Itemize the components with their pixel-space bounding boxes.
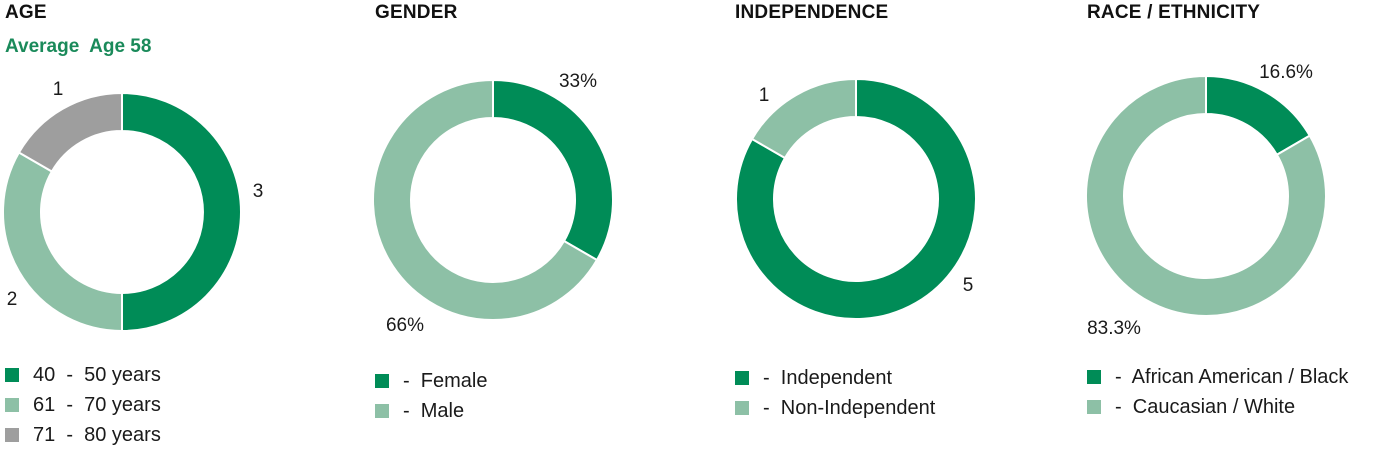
segment-value-label: 33% <box>559 71 597 92</box>
independence-donut-chart: 51 <box>735 77 977 320</box>
segment-value-label: 16.6% <box>1259 62 1313 83</box>
legend-item: 71 - 80 years <box>5 420 161 450</box>
donut-segment-1 <box>492 78 614 262</box>
legend-label: - Male <box>403 399 465 422</box>
donut-segment-2 <box>2 151 123 333</box>
gender-legend: - Female - Male <box>375 366 487 426</box>
legend-item: - Caucasian / White <box>1087 392 1348 422</box>
race-ethnicity-legend: - African American / Black - Caucasian / … <box>1087 362 1348 422</box>
legend-item: - Female <box>375 366 487 396</box>
segment-value-label: 66% <box>386 315 424 336</box>
donut-segment-2 <box>1085 74 1327 317</box>
legend-label: 71 - 80 years <box>33 423 161 446</box>
legend-swatch <box>375 374 389 388</box>
legend-item: 40 - 50 years <box>5 360 161 390</box>
legend-label: 40 - 50 years <box>33 363 161 386</box>
legend-label: - Non-Independent <box>763 396 936 419</box>
legend-swatch <box>5 398 19 412</box>
donut-segment-2 <box>750 77 857 160</box>
age-average-subtitle: Average Age 58 <box>5 36 152 57</box>
segment-value-label: 1 <box>53 79 64 100</box>
age-legend: 40 - 50 years 61 - 70 years 71 - 80 years <box>5 360 161 450</box>
legend-label: - African American / Black <box>1115 365 1349 388</box>
segment-value-label: 3 <box>253 181 264 202</box>
legend-item: - Non-Independent <box>735 393 935 423</box>
legend-swatch <box>735 401 749 415</box>
legend-swatch <box>5 428 19 442</box>
age-donut-chart: 3 2 1 <box>2 79 263 333</box>
donut-segment-3 <box>17 91 123 173</box>
legend-item: - Male <box>375 396 487 426</box>
legend-item: - African American / Black <box>1087 362 1348 392</box>
race-ethnicity-title: RACE / ETHNICITY <box>1087 2 1261 23</box>
legend-swatch <box>1087 370 1101 384</box>
segment-value-label: 83.3% <box>1087 318 1141 339</box>
legend-swatch <box>1087 400 1101 414</box>
legend-label: - Female <box>403 369 488 392</box>
donut-segment-1 <box>1205 74 1312 157</box>
legend-label: 61 - 70 years <box>33 393 161 416</box>
gender-donut-chart: 33% 66% <box>372 71 614 336</box>
donut-segment-2 <box>372 78 599 321</box>
donut-segment-1 <box>735 77 977 320</box>
legend-swatch <box>735 371 749 385</box>
age-title: AGE <box>5 2 47 23</box>
legend-swatch <box>5 368 19 382</box>
legend-item: 61 - 70 years <box>5 390 161 420</box>
segment-value-label: 1 <box>759 85 770 106</box>
segment-value-label: 5 <box>963 275 974 296</box>
independence-title: INDEPENDENCE <box>735 2 889 23</box>
donut-segment-1 <box>121 91 242 333</box>
legend-label: - Independent <box>763 366 892 389</box>
gender-title: GENDER <box>375 2 458 23</box>
legend-label: - Caucasian / White <box>1115 395 1296 418</box>
segment-value-label: 2 <box>7 289 18 310</box>
independence-legend: - Independent - Non-Independent <box>735 363 935 423</box>
legend-item: - Independent <box>735 363 935 393</box>
race-ethnicity-donut-chart: 16.6% 83.3% <box>1085 62 1327 339</box>
legend-swatch <box>375 404 389 418</box>
